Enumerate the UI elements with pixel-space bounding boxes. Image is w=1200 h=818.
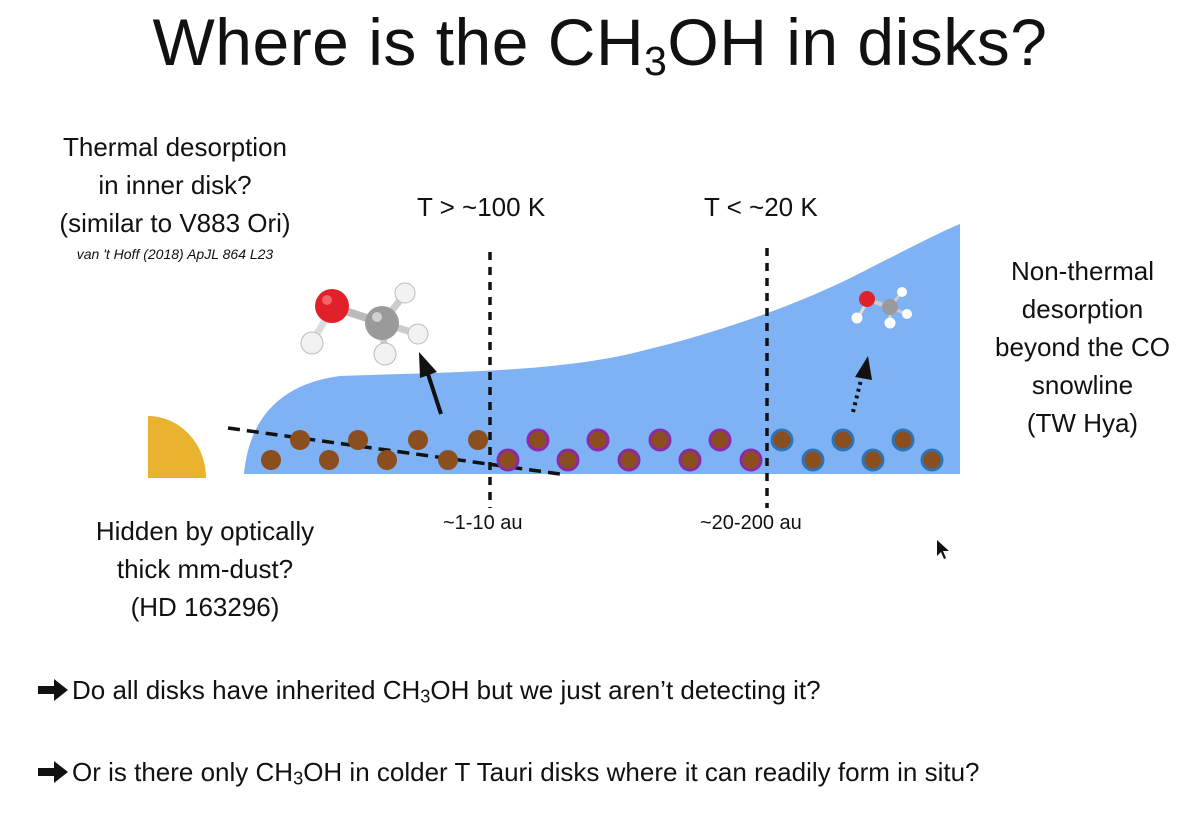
distance-inner-label: ~1-10 au: [443, 512, 523, 534]
bullet-question-2: Or is there only CH3OH in colder T Tauri…: [38, 754, 979, 797]
grain: [920, 448, 944, 472]
grain: [261, 450, 281, 470]
grain: [648, 428, 672, 452]
grain: [891, 428, 915, 452]
grain: [377, 450, 397, 470]
grain: [496, 448, 520, 472]
distance-outer-label: ~20-200 au: [700, 512, 802, 534]
grain: [526, 428, 550, 452]
nonthermal-desorption-label: Non-thermal desorption beyond the CO sno…: [995, 256, 1170, 438]
protoplanetary-disk: [244, 224, 960, 474]
ice-grains-mid: [496, 428, 763, 472]
grain: [708, 428, 732, 452]
thermal-desorption-label: Thermal desorption in inner disk? (simil…: [59, 132, 291, 238]
bullet-question-1: Do all disks have inherited CH3OH but we…: [38, 672, 821, 715]
temp-hot-label: T > ~100 K: [417, 192, 546, 222]
bare-grains: [261, 430, 488, 470]
grain: [438, 450, 458, 470]
page-title: Where is the CH3OH in disks?: [152, 5, 1048, 85]
grain: [290, 430, 310, 450]
grain: [678, 448, 702, 472]
grain: [408, 430, 428, 450]
arrowhead-icon: [855, 356, 872, 380]
methanol-molecule-icon: [300, 282, 429, 366]
mouse-cursor-icon: [937, 540, 949, 559]
methanol-molecule-small-icon: [851, 287, 912, 329]
grain: [348, 430, 368, 450]
grain: [319, 450, 339, 470]
grain: [556, 448, 580, 472]
grain: [770, 428, 794, 452]
thermal-desorption-arrow: [426, 373, 443, 415]
grain: [617, 448, 641, 472]
thermal-citation: van 't Hoff (2018) ApJL 864 L23: [76, 246, 274, 262]
star-icon: [148, 416, 206, 478]
ice-grains-outer: [770, 428, 944, 472]
nonthermal-desorption-arrow: [851, 375, 864, 413]
arrow-right-icon: [38, 672, 72, 708]
arrow-right-icon: [38, 754, 72, 790]
grain: [739, 448, 763, 472]
grain: [831, 428, 855, 452]
temp-cold-label: T < ~20 K: [704, 192, 818, 222]
hidden-dust-label: Hidden by optically thick mm-dust? (HD 1…: [95, 516, 315, 622]
arrowhead-icon: [419, 352, 437, 378]
grain: [801, 448, 825, 472]
grain: [861, 448, 885, 472]
grain: [468, 430, 488, 450]
grain: [586, 428, 610, 452]
